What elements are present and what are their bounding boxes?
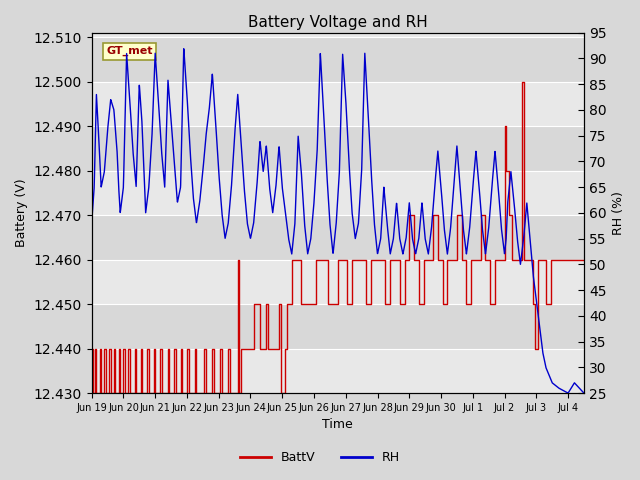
Y-axis label: Battery (V): Battery (V) <box>15 179 28 247</box>
Y-axis label: RH (%): RH (%) <box>612 191 625 235</box>
Title: Battery Voltage and RH: Battery Voltage and RH <box>248 15 428 30</box>
Bar <box>92 82 584 126</box>
Bar <box>92 170 584 215</box>
Legend: BattV, RH: BattV, RH <box>235 446 405 469</box>
Bar <box>92 126 584 170</box>
X-axis label: Time: Time <box>323 419 353 432</box>
Bar <box>92 348 584 393</box>
Bar <box>92 304 584 348</box>
Bar <box>92 260 584 304</box>
Bar <box>92 215 584 260</box>
Text: GT_met: GT_met <box>106 46 153 57</box>
Bar <box>92 37 584 82</box>
